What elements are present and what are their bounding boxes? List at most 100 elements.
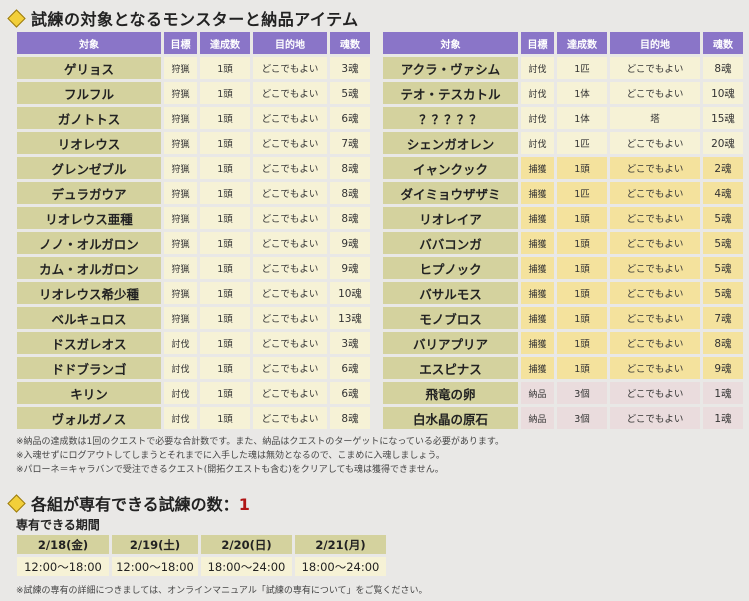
soul-cell: 9魂	[703, 357, 743, 379]
count-cell: 1匹	[557, 132, 607, 154]
destination-cell: どこでもよい	[253, 307, 327, 329]
destination-cell: どこでもよい	[610, 182, 700, 204]
monster-name: 飛竜の卵	[383, 382, 518, 404]
table-row: ？？？？？ 討伐 1体塔 15魂	[383, 107, 743, 129]
monster-name: バリアプリア	[383, 332, 518, 354]
table-row: シェンガオレン 討伐 1匹 どこでもよい 20魂	[383, 132, 743, 154]
table-row: ダイミョウザザミ 捕獲 1匹 どこでもよい 4魂	[383, 182, 743, 204]
destination-cell: どこでもよい	[610, 257, 700, 279]
destination-cell: どこでもよい	[253, 382, 327, 404]
goal-cell: 討伐	[164, 407, 197, 429]
soul-cell: 10魂	[703, 82, 743, 104]
destination-cell: どこでもよい	[610, 207, 700, 229]
footer-note: ※試練の専有の詳細につきましては、オンラインマニュアル「試練の専有について」をご…	[16, 586, 428, 596]
monster-name: ガノトトス	[17, 107, 161, 129]
table-row: アクラ・ヴァシム 討伐 1匹 どこでもよい 8魂	[383, 57, 743, 79]
monster-name: ？？？？？	[383, 107, 518, 129]
monster-name: ヒプノック	[383, 257, 518, 279]
monster-name: イャンクック	[383, 157, 518, 179]
count-cell: 1頭	[200, 182, 250, 204]
destination-cell: どこでもよい	[253, 232, 327, 254]
table-header-row: 対象 目標 達成数 目的地 魂数	[383, 32, 743, 54]
table-row: ゲリョス 狩猟 1頭 どこでもよい 3魂	[17, 57, 370, 79]
soul-cell: 1魂	[703, 382, 743, 404]
soul-cell: 10魂	[330, 282, 370, 304]
count-cell: 1頭	[557, 232, 607, 254]
count-cell: 1頭	[200, 357, 250, 379]
count-cell: 1頭	[557, 282, 607, 304]
destination-cell: どこでもよい	[610, 132, 700, 154]
goal-cell: 狩猟	[164, 282, 197, 304]
col-header-count: 達成数	[557, 32, 607, 54]
table-row: リオレイア 捕獲 1頭 どこでもよい 5魂	[383, 207, 743, 229]
monster-name: フルフル	[17, 82, 161, 104]
destination-cell: どこでもよい	[610, 407, 700, 429]
destination-cell: どこでもよい	[610, 357, 700, 379]
soul-cell: 3魂	[330, 332, 370, 354]
soul-cell: 2魂	[703, 157, 743, 179]
soul-cell: 5魂	[703, 207, 743, 229]
period-time-row: 12:00～18:00 12:00～18:00 18:00～24:00 18:0…	[17, 557, 386, 576]
monster-name: シェンガオレン	[383, 132, 518, 154]
monster-name: バサルモス	[383, 282, 518, 304]
goal-cell: 狩猟	[164, 307, 197, 329]
period-date: 2/18(金)	[17, 535, 109, 554]
count-cell: 1頭	[200, 282, 250, 304]
count-cell: 1匹	[557, 57, 607, 79]
destination-cell: どこでもよい	[253, 57, 327, 79]
count-cell: 1頭	[200, 307, 250, 329]
soul-cell: 4魂	[703, 182, 743, 204]
period-label: 専有できる期間	[16, 518, 100, 532]
count-cell: 1頭	[200, 407, 250, 429]
goal-cell: 狩猟	[164, 207, 197, 229]
destination-cell: どこでもよい	[610, 82, 700, 104]
count-cell: 1頭	[200, 332, 250, 354]
destination-cell: どこでもよい	[253, 257, 327, 279]
monster-name: ノノ・オルガロン	[17, 232, 161, 254]
table-row: ドスガレオス 討伐 1頭 どこでもよい 3魂	[17, 332, 370, 354]
goal-cell: 捕獲	[521, 282, 554, 304]
count-cell: 3個	[557, 407, 607, 429]
count-cell: 3個	[557, 382, 607, 404]
section1-title: 試練の対象となるモンスターと納品アイテム	[31, 10, 359, 29]
monster-name: エスピナス	[383, 357, 518, 379]
monster-table-left: 対象 目標 達成数 目的地 魂数 ゲリョス 狩猟 1頭 どこでもよい 3魂 フルフル 狩猟 1頭 どこで…	[14, 29, 373, 432]
table-row: 飛竜の卵 納品 3個 どこでもよい 1魂	[383, 382, 743, 404]
exclusive-count: 1	[238, 495, 250, 514]
count-cell: 1頭	[557, 207, 607, 229]
count-cell: 1頭	[200, 232, 250, 254]
col-header-destination: 目的地	[253, 32, 327, 54]
monster-name: ドスガレオス	[17, 332, 161, 354]
soul-cell: 6魂	[330, 357, 370, 379]
destination-cell: どこでもよい	[253, 282, 327, 304]
period-time: 18:00～24:00	[295, 557, 386, 576]
soul-cell: 13魂	[330, 307, 370, 329]
soul-cell: 8魂	[330, 407, 370, 429]
col-header-target: 対象	[383, 32, 518, 54]
goal-cell: 納品	[521, 407, 554, 429]
destination-cell: どこでもよい	[610, 282, 700, 304]
soul-cell: 7魂	[330, 132, 370, 154]
note-line: ※パローネ＝キャラバンで受注できるクエスト(開拓クエストも含む)をクリアしても魂…	[16, 465, 444, 475]
table-row: リオレウス希少種 狩猟 1頭 どこでもよい 10魂	[17, 282, 370, 304]
monster-name: リオレウス	[17, 132, 161, 154]
destination-cell: どこでもよい	[253, 207, 327, 229]
destination-cell: 塔	[610, 107, 700, 129]
destination-cell: どこでもよい	[253, 107, 327, 129]
monster-name: リオレウス亜種	[17, 207, 161, 229]
period-table: 2/18(金) 2/19(土) 2/20(日) 2/21(月) 12:00～18…	[14, 532, 389, 579]
goal-cell: 捕獲	[521, 207, 554, 229]
goal-cell: 討伐	[164, 382, 197, 404]
table-row: デュラガウア 狩猟 1頭 どこでもよい 8魂	[17, 182, 370, 204]
soul-cell: 1魂	[703, 407, 743, 429]
col-header-target: 対象	[17, 32, 161, 54]
soul-cell: 8魂	[703, 57, 743, 79]
soul-cell: 7魂	[703, 307, 743, 329]
count-cell: 1頭	[557, 357, 607, 379]
monster-name: カム・オルガロン	[17, 257, 161, 279]
count-cell: 1頭	[200, 157, 250, 179]
goal-cell: 狩猟	[164, 157, 197, 179]
period-date: 2/19(土)	[112, 535, 198, 554]
diamond-bullet-icon	[7, 8, 26, 28]
goal-cell: 討伐	[521, 82, 554, 104]
